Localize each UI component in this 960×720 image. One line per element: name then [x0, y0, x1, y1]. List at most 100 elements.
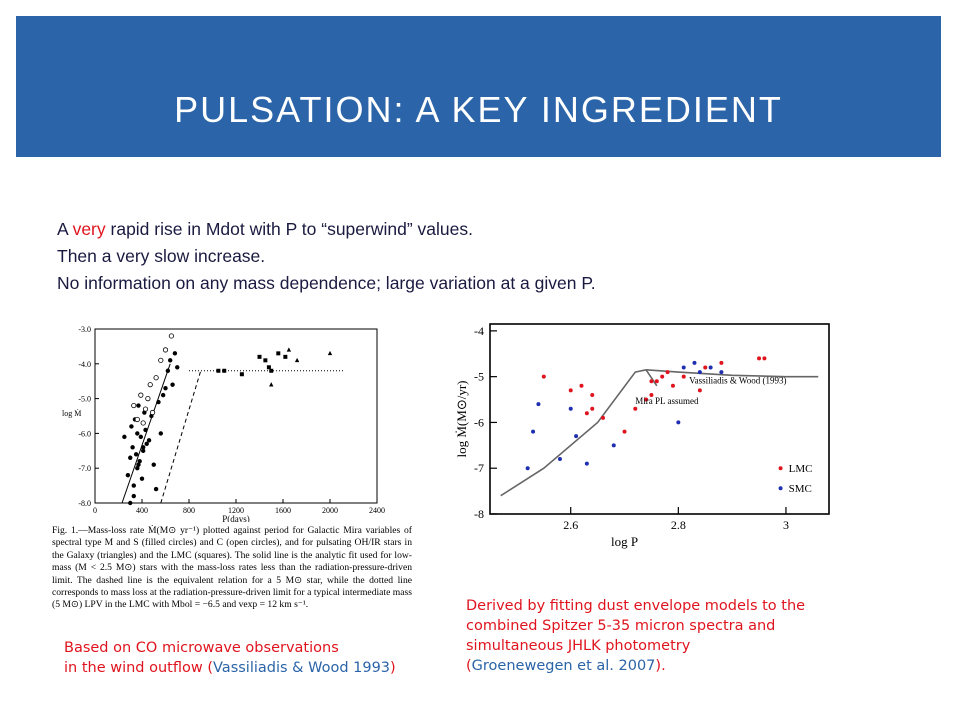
filled-circle-point: [133, 452, 139, 457]
note-right-line-2: combined Spitzer 5-35 micron spectra and: [466, 618, 776, 634]
mira-pl-curve: [645, 369, 658, 387]
square-point: [222, 368, 227, 373]
x-tick-label: 400: [136, 506, 148, 515]
lmc-point: [697, 388, 702, 393]
legend-label-lmc: LMC: [789, 463, 813, 475]
lmc-point: [649, 392, 654, 397]
y-tick-label: -6.0: [78, 429, 91, 438]
bullet-line-1: A very rapid rise in Mdot with P to “sup…: [57, 216, 596, 243]
lmc-point: [584, 411, 589, 416]
bullet-1-end: rapid rise in Mdot with P to “superwind”…: [105, 219, 473, 239]
lmc-point: [762, 356, 767, 361]
legend-marker-smc: [778, 486, 783, 491]
bullet-1-start: A: [57, 219, 73, 239]
y-axis-label: log Ṁ: [62, 409, 81, 418]
open-circle-point: [158, 357, 164, 363]
model-curve: [500, 368, 819, 497]
filled-circle-point: [163, 385, 168, 391]
right-figure-panel: 2.6 2.8 3 -4 -5 -6 -7 -8 log P log Ṁ(M⊙/yr) Vassil…: [442, 306, 836, 556]
mira-pl-annotation: Mira PL assumed: [635, 396, 699, 406]
lmc-point: [654, 379, 659, 384]
y-tick-label: -7: [474, 461, 484, 475]
lmc-point: [719, 360, 724, 365]
square-point: [239, 372, 244, 377]
note-left-line-2: in the wind outflow (Vassiliadis & Wood …: [64, 658, 444, 678]
filled-circle-point: [175, 365, 180, 370]
filled-circle-point: [138, 434, 144, 440]
plot-frame: [489, 323, 830, 515]
lmc-point: [601, 415, 605, 420]
lmc-point: [568, 388, 573, 393]
mass-loss-period-chart: 0 400 800 1200 1600 2000 2400 -3.0 -4.0 -5.0 -6.0 -…: [62, 325, 385, 522]
y-tick-label: -4.0: [78, 360, 91, 369]
lmc-point: [681, 374, 686, 379]
triangle-point: [327, 350, 333, 356]
open-circle-point: [168, 333, 174, 339]
lmc-point: [579, 383, 584, 388]
left-figure-panel: 0 400 800 1200 1600 2000 2400 -3.0 -4.0 -5.0 -6.0 -…: [50, 316, 418, 636]
vw-reference: Vassiliadis & Wood 1993: [213, 660, 391, 676]
filled-circle-point: [144, 441, 149, 447]
open-circle-point: [153, 375, 159, 381]
filled-circle-point: [136, 462, 141, 467]
smc-point: [531, 429, 536, 434]
y-tick-label: -5: [474, 370, 484, 384]
note-right-line-4: (Groenewegen et al. 2007).: [466, 656, 886, 676]
filled-circle-point: [172, 351, 178, 356]
open-circle-point: [131, 402, 137, 409]
filled-circle-point: [170, 382, 175, 387]
smc-point: [681, 365, 686, 370]
bullet-line-3: No information on any mass dependence; l…: [57, 273, 596, 293]
x-tick-label: 1200: [228, 506, 244, 515]
smc-point: [692, 360, 697, 365]
x-tick-label: 3: [783, 518, 789, 532]
smc-point: [536, 402, 541, 407]
y-tick-label: -6: [474, 415, 484, 429]
filled-circle-point: [165, 368, 171, 373]
legend-label-smc: SMC: [789, 483, 812, 495]
x-tick-label: 1600: [275, 506, 291, 515]
co-observations-note: Based on CO microwave observations in th…: [64, 638, 444, 678]
lmc-point: [670, 383, 675, 388]
square-point: [216, 368, 221, 373]
triangle-point: [286, 347, 292, 352]
filled-circle-point: [128, 455, 133, 460]
smc-point: [676, 420, 681, 425]
filled-circle-point: [136, 403, 141, 408]
plot-frame: [94, 328, 378, 504]
bullet-line-2: Then a very slow increase.: [57, 246, 266, 266]
figure-caption: Fig. 1.—Mass-loss rate Ṁ(M⊙ yr⁻¹) plotte…: [52, 525, 412, 611]
mdot-logp-chart: 2.6 2.8 3 -4 -5 -6 -7 -8 log P log Ṁ(M⊙/yr) Vassil…: [454, 323, 830, 549]
filled-circle-point: [130, 445, 135, 450]
x-tick-label: 0: [93, 506, 97, 515]
lmc-point: [649, 379, 654, 384]
square-point: [266, 365, 271, 370]
groenewegen-reference: Groenewegen et al. 2007: [471, 658, 656, 674]
y-tick-label: -7.0: [78, 464, 91, 473]
filled-circle-point: [153, 486, 159, 492]
lmc-point: [660, 374, 665, 379]
title-banner: PULSATION: A KEY INGREDIENT: [16, 16, 941, 157]
x-axis-label: log P: [611, 534, 638, 549]
open-circle-point: [134, 416, 140, 423]
y-axis-label: log Ṁ(M⊙/yr): [454, 381, 469, 458]
filled-circle-point: [131, 483, 136, 488]
lmc-point: [541, 374, 546, 379]
filled-circle-point: [139, 476, 145, 481]
lmc-point: [703, 365, 708, 370]
note-right-line-1: Derived by fitting dust envelope models …: [466, 598, 806, 614]
lmc-point: [590, 406, 595, 411]
smc-point: [525, 466, 530, 471]
y-tick-label: -8.0: [78, 499, 91, 508]
open-circle-point: [147, 382, 153, 388]
filled-circle-point: [146, 438, 152, 443]
smc-point: [574, 434, 579, 439]
open-circle-point: [142, 406, 149, 412]
square-point: [283, 354, 288, 359]
filled-circle-point: [122, 434, 127, 440]
vw-annotation: Vassiliadis & Wood (1993): [689, 376, 786, 386]
filled-circle-point: [135, 431, 140, 436]
x-tick-label: 2.8: [671, 518, 686, 532]
smc-point: [557, 457, 562, 462]
square-point: [269, 368, 274, 373]
